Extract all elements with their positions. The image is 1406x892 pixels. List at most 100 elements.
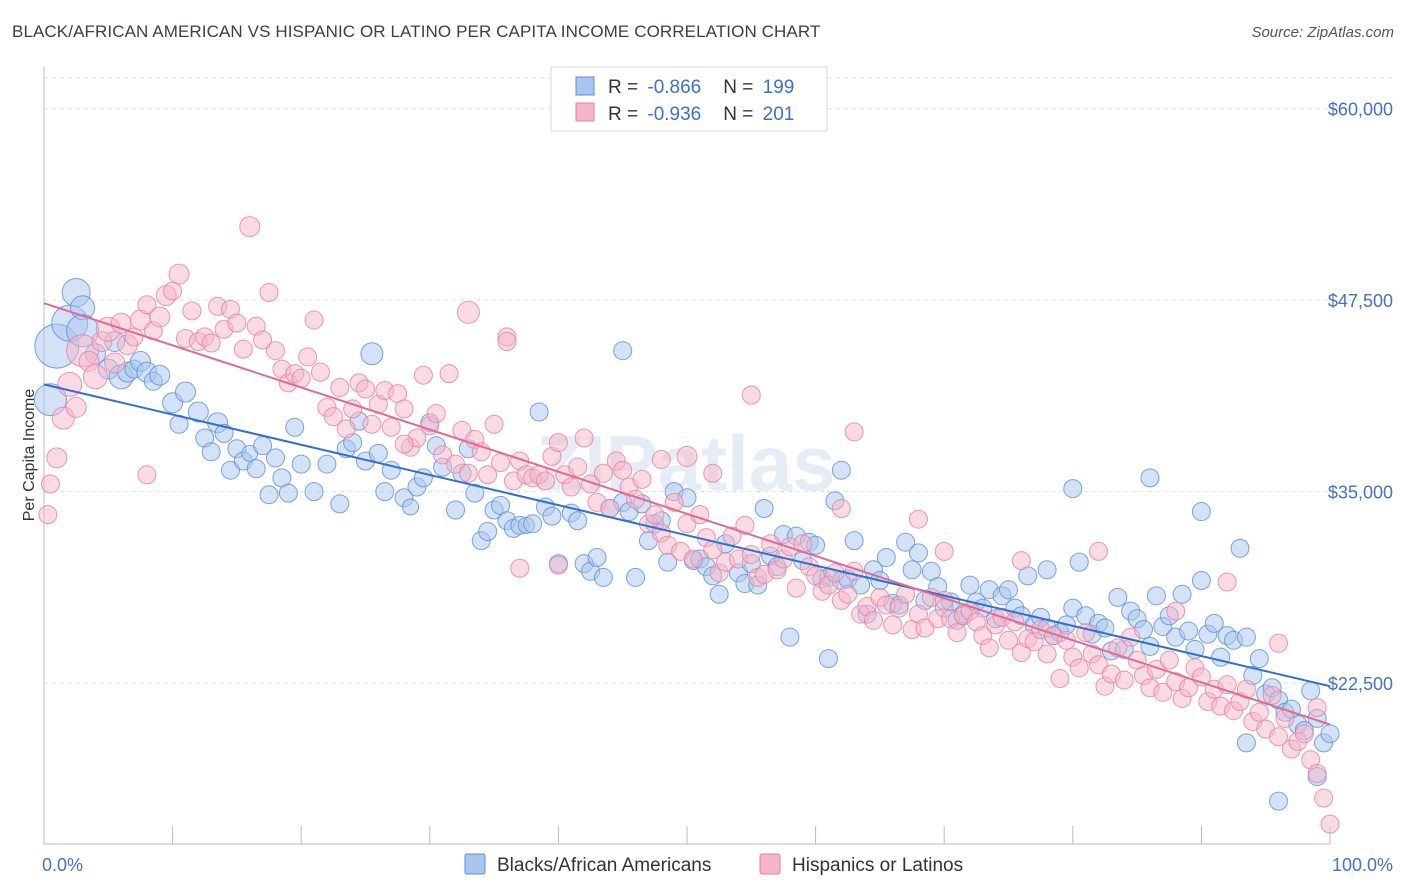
point-0-194 [1236, 733, 1256, 753]
point-0-59 [478, 521, 498, 541]
point-0-98 [754, 498, 774, 518]
point-1-162 [1076, 623, 1096, 643]
point-1-215 [1011, 551, 1031, 571]
point-1-214 [934, 541, 954, 561]
point-0-163 [1172, 584, 1192, 604]
point-1-158 [1050, 669, 1070, 689]
point-1-42 [304, 310, 324, 330]
point-1-199 [1314, 788, 1334, 808]
point-1-56 [394, 399, 414, 419]
point-1-62 [433, 445, 453, 465]
point-1-54 [381, 417, 401, 437]
point-1-205 [510, 558, 530, 578]
point-0-130 [960, 575, 980, 595]
point-1-41 [298, 347, 318, 367]
point-0-190 [1037, 560, 1057, 580]
point-1-207 [651, 449, 671, 469]
stats-r-label-hispanics: R = [608, 104, 643, 125]
point-0-173 [1236, 627, 1256, 647]
point-1-36 [265, 341, 285, 361]
point-1-50 [356, 379, 375, 399]
series-legend: Blacks/African Americans Hispanics or La… [464, 853, 963, 876]
point-1-83 [568, 457, 588, 477]
point-0-66 [523, 514, 543, 534]
point-1-35 [259, 282, 279, 302]
point-0-28 [246, 459, 266, 479]
point-0-38 [330, 494, 350, 514]
stats-swatch-hispanics [575, 102, 595, 122]
point-0-175 [1249, 649, 1269, 669]
point-0-54 [446, 500, 466, 520]
point-0-34 [285, 417, 305, 437]
point-1-129 [863, 610, 883, 630]
point-0-153 [1108, 587, 1128, 607]
point-1-87 [593, 463, 613, 483]
x-tick-labels: 0.0% 100.0% [42, 855, 1393, 875]
point-1-212 [844, 422, 864, 442]
point-1-211 [831, 498, 851, 518]
point-1-198 [1307, 764, 1327, 784]
point-1-202 [394, 434, 414, 454]
point-1-59 [413, 365, 433, 385]
chart-title: BLACK/AFRICAN AMERICAN VS HISPANIC OR LA… [12, 22, 821, 41]
point-1-95 [645, 505, 665, 525]
point-1-5 [65, 396, 87, 418]
point-0-122 [908, 543, 928, 563]
point-1-217 [1166, 601, 1186, 621]
point-1-109 [735, 515, 755, 535]
point-1-101 [683, 549, 703, 569]
legend-label-blacks[interactable]: Blacks/African Americans [497, 855, 711, 876]
point-1-78 [536, 471, 556, 491]
point-0-48 [402, 498, 420, 516]
stats-n-value-blacks: 199 [763, 77, 795, 98]
point-0-92 [709, 584, 729, 604]
point-0-183 [1301, 681, 1321, 701]
y-tick-labels: $22,500 $35,000 $47,500 $60,000 [1328, 100, 1393, 695]
stats-r-label-blacks: R = [608, 77, 643, 98]
point-0-43 [360, 342, 384, 366]
point-1-213 [908, 509, 928, 529]
point-0-80 [626, 567, 646, 587]
point-0-69 [542, 506, 562, 526]
point-1-48 [343, 399, 363, 419]
axes [43, 66, 1331, 845]
point-0-72 [568, 511, 588, 531]
point-1-64 [446, 454, 466, 474]
point-1-117 [786, 578, 806, 598]
stats-r-value-blacks: -0.866 [647, 77, 701, 98]
point-0-168 [1204, 613, 1224, 633]
point-1-20 [163, 281, 183, 301]
trend-line-0 [43, 383, 1331, 688]
point-0-172 [1230, 538, 1250, 558]
y-tick-label-0: $22,500 [1328, 674, 1393, 694]
point-1-63 [439, 364, 459, 384]
y-tick-label-3: $60,000 [1328, 100, 1393, 120]
point-1-216 [1089, 541, 1109, 561]
legend-label-hispanics[interactable]: Hispanics or Latinos [792, 855, 963, 876]
point-1-218 [1217, 572, 1237, 592]
point-0-186 [1320, 724, 1340, 744]
point-0-36 [304, 482, 324, 502]
point-0-193 [1191, 502, 1211, 522]
legend-swatch-blacks[interactable] [464, 853, 486, 875]
point-1-161 [1069, 658, 1089, 678]
point-1-204 [497, 332, 517, 352]
point-1-219 [1269, 633, 1289, 653]
point-1-84 [574, 428, 594, 448]
point-0-164 [1179, 621, 1199, 641]
x-tick-label-0: 0.0% [42, 855, 83, 875]
point-1-34 [253, 330, 273, 350]
point-0-112 [844, 531, 864, 551]
y-axis-label: Per Capita Income [21, 389, 38, 522]
point-0-24 [220, 460, 240, 480]
y-tick-label-1: $35,000 [1328, 483, 1393, 503]
point-1-16 [137, 295, 157, 315]
point-1-66 [458, 463, 478, 483]
legend-swatch-hispanics[interactable] [759, 853, 781, 875]
point-0-18 [174, 381, 196, 403]
series-points-hispanics [38, 216, 1340, 834]
point-0-192 [1140, 468, 1160, 488]
point-1-18 [149, 306, 171, 328]
